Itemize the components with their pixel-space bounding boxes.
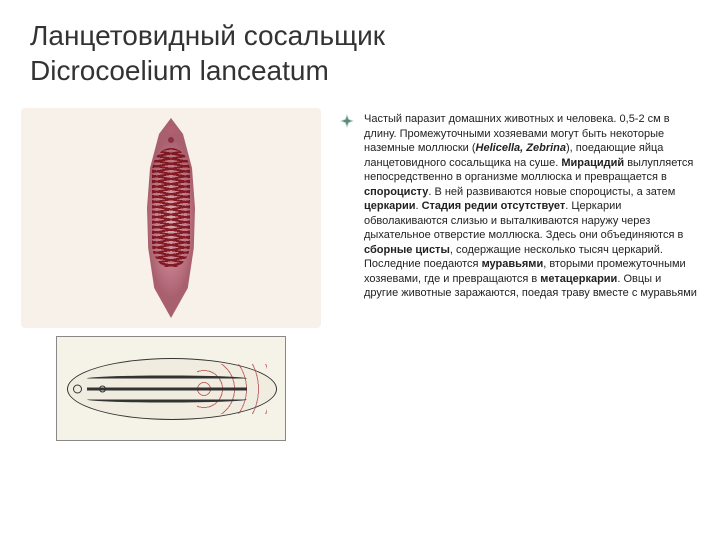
diagram-gut-lines bbox=[87, 387, 247, 390]
text-seg-cysts: сборные цисты bbox=[364, 244, 450, 256]
specimen-photo bbox=[21, 108, 321, 328]
anatomy-diagram bbox=[56, 336, 286, 441]
text-seg: . В ней развиваются новые спороцисты, а … bbox=[428, 186, 675, 198]
text-seg-genera: Helicella, Zebrina bbox=[476, 142, 566, 154]
slide-title: Ланцетовидный сосальщик Dicrocoelium lan… bbox=[0, 0, 720, 88]
text-seg-redia: Стадия редии отсутствует bbox=[422, 200, 566, 212]
text-column: Частый паразит домашних животных и челов… bbox=[340, 108, 698, 441]
text-seg-metacercariae: метацеркарии bbox=[540, 273, 617, 285]
content-row: Частый паразит домашних животных и челов… bbox=[0, 88, 720, 441]
text-seg-sporocyst: спороцисту bbox=[364, 186, 428, 198]
title-line-1: Ланцетовидный сосальщик bbox=[30, 20, 385, 51]
title-line-2: Dicrocoelium lanceatum bbox=[30, 55, 329, 86]
bullet-icon bbox=[340, 114, 354, 128]
text-seg-ants: муравьями bbox=[482, 258, 544, 270]
diagram-ventral-sucker bbox=[99, 385, 106, 392]
text-seg-miracidium: Мирацидий bbox=[561, 157, 624, 169]
image-column bbox=[16, 108, 326, 441]
body-paragraph: Частый паразит домашних животных и челов… bbox=[364, 112, 698, 301]
fluke-internal-pattern bbox=[152, 148, 190, 268]
bullet-row: Частый паразит домашних животных и челов… bbox=[340, 112, 698, 301]
fluke-sucker-dots bbox=[167, 126, 175, 134]
diagram-oral-sucker bbox=[73, 384, 82, 393]
text-seg-cercariae: церкарии bbox=[364, 200, 415, 212]
